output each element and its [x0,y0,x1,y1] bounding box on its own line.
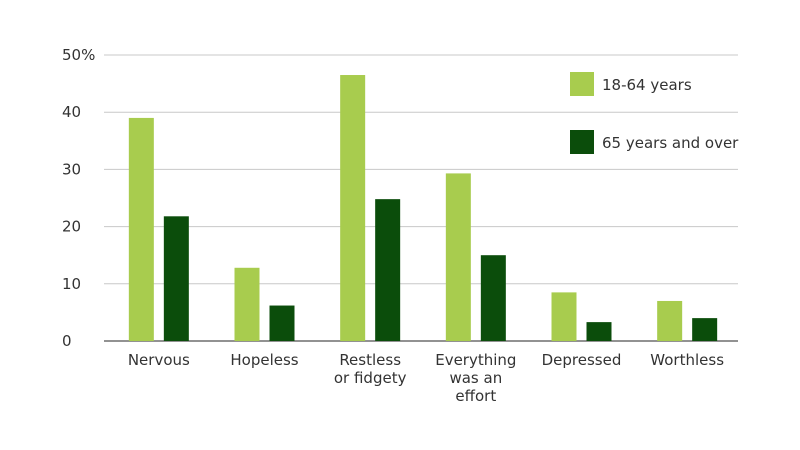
bar-65-plus-4 [586,322,612,341]
bar-18-64-2 [340,75,366,342]
bar-18-64-4 [551,292,577,341]
x-category-label-line: was an [449,369,502,387]
y-tick-label: 10 [62,275,81,293]
y-tick-label: 30 [62,160,81,178]
y-axis-ticks: 0 10 20 30 40 50% [62,46,95,350]
x-category-label: Depressed [542,351,622,369]
legend-swatch [570,130,594,154]
legend-swatch [570,72,594,96]
y-tick-label: 50% [62,46,95,64]
x-category-label-line: Depressed [542,351,622,369]
x-category-label-line: Nervous [128,351,190,369]
x-category-label-line: Everything [435,351,516,369]
bar-18-64-1 [234,267,260,341]
y-tick-label: 20 [62,218,81,236]
x-category-label: Restless or fidgety [334,351,407,387]
bar-65-plus-2 [375,199,401,341]
x-category-label-line: effort [455,387,496,405]
x-category-label: Worthless [650,351,724,369]
legend-label: 65 years and over [602,134,739,152]
bar-18-64-0 [128,117,154,341]
bars [128,75,718,342]
y-tick-label: 0 [62,332,72,350]
y-tick-label: 40 [62,103,81,121]
bar-18-64-5 [657,300,683,341]
x-category-label: Hopeless [230,351,298,369]
x-category-label: Nervous [128,351,190,369]
x-category-label-line: or fidgety [334,369,407,387]
x-category-label-line: Restless [339,351,401,369]
legend-label: 18-64 years [602,76,692,94]
bar-65-plus-1 [269,305,295,341]
gridlines [104,54,738,342]
bar-65-plus-5 [692,318,718,341]
bar-18-64-3 [445,173,471,341]
bar-65-plus-0 [163,216,189,341]
x-axis-categories: Nervous Hopeless Restless or fidgety Everyth… [128,351,724,405]
bar-65-plus-3 [480,255,506,341]
x-category-label-line: Worthless [650,351,724,369]
x-category-label: Everything was an effort [435,351,516,405]
legend: 18-64 years 65 years and over [570,72,739,154]
x-category-label-line: Hopeless [230,351,298,369]
